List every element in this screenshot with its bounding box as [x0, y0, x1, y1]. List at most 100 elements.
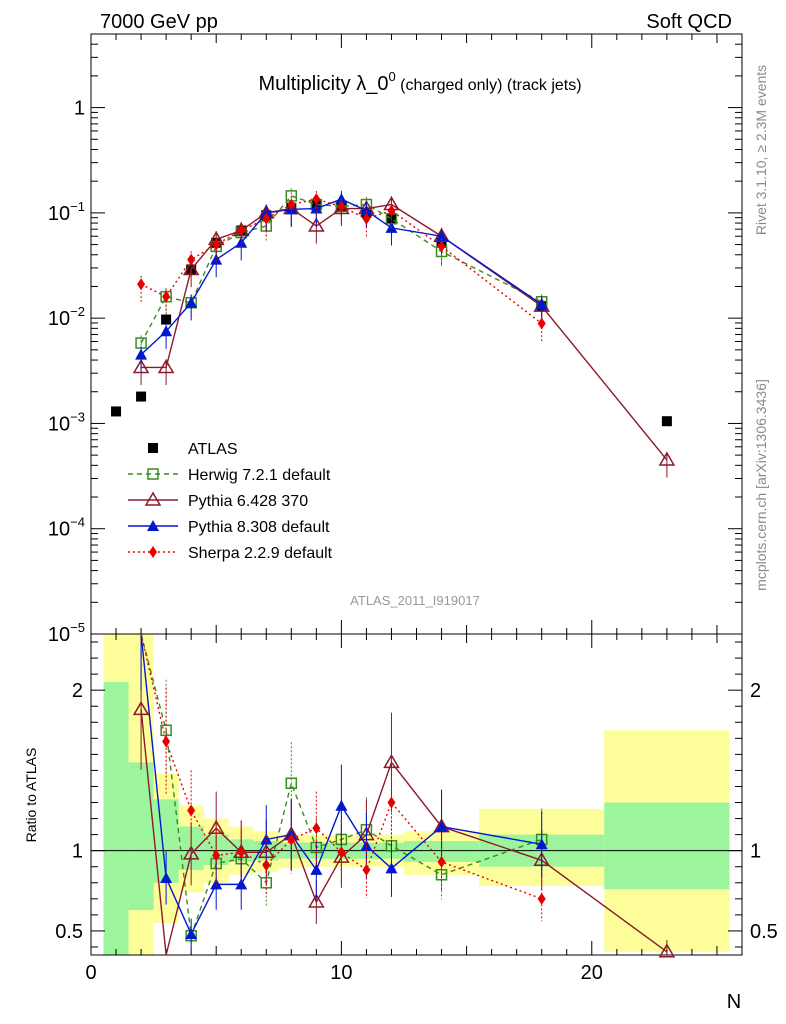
- legend-marker-herwig: [147, 468, 159, 480]
- ratio-band-inner: [604, 802, 730, 890]
- ratio-point-pythia8: [385, 862, 398, 874]
- point-sherpa: [187, 253, 196, 266]
- point-atlas: [661, 416, 672, 427]
- ratio-point-sherpa: [362, 863, 371, 876]
- point-sherpa: [137, 278, 146, 291]
- point-pythia6: [308, 217, 325, 232]
- mcplots-label: mcplots.cern.ch [arXiv:1306.3436]: [753, 379, 769, 591]
- x-axis-label: N: [727, 991, 741, 1013]
- rivet-label: Rivet 3.1.10, ≥ 2.3M events: [753, 65, 769, 235]
- point-pythia6: [132, 358, 150, 374]
- legend-marker-atlas: [148, 443, 158, 453]
- ratio-point-pythia8: [185, 928, 198, 940]
- point-pythia8: [160, 325, 173, 337]
- ratio-y-axis-label: Ratio to ATLAS: [23, 748, 39, 843]
- point-pythia8: [185, 296, 198, 308]
- ratio-point-sherpa: [237, 846, 246, 859]
- point-pythia8: [435, 230, 448, 242]
- header-category: Soft QCD: [646, 11, 732, 33]
- main-axis-ticks: 10−5 10−4 10−3 10−2 10−1 1: [48, 33, 743, 646]
- point-pythia8: [210, 253, 223, 265]
- ratio-point-pythia8: [160, 871, 173, 883]
- header-energy: 7000 GeV pp: [100, 11, 218, 33]
- ratio-point-sherpa: [337, 846, 346, 859]
- ratio-point-sherpa: [312, 822, 321, 835]
- main-series-layer: [111, 188, 676, 478]
- point-sherpa: [312, 193, 321, 206]
- y-tick-label: 1: [74, 98, 85, 120]
- point-atlas: [136, 391, 147, 402]
- ratio-band-inner: [128, 762, 154, 911]
- ratio-point-sherpa: [437, 855, 446, 868]
- point-pythia6: [157, 358, 175, 374]
- ratio-tick-label-right: 2: [750, 680, 761, 702]
- legend-marker-sherpa: [149, 546, 157, 558]
- point-pythia6: [658, 451, 676, 466]
- ratio-point-sherpa: [387, 796, 396, 809]
- x-tick-label: 10: [330, 962, 352, 984]
- y-tick-label: 10−1: [48, 199, 85, 225]
- legend: ATLAS Herwig 7.2.1 default Pythia 6.428 37…: [128, 441, 333, 562]
- point-pythia6: [182, 260, 200, 276]
- ratio-axis-ticks: 0 10 20 0.5 0.5 1 1 2 2: [55, 633, 778, 984]
- ratio-point-sherpa: [212, 849, 221, 862]
- point-atlas: [111, 406, 122, 417]
- point-sherpa: [362, 212, 371, 225]
- ratio-point-pythia8: [210, 878, 223, 890]
- point-sherpa: [337, 200, 346, 213]
- legend-marker-pythia8: [147, 520, 159, 531]
- y-tick-label: 10−5: [48, 620, 85, 646]
- x-tick-label: 0: [85, 962, 96, 984]
- y-tick-label: 10−3: [48, 409, 85, 435]
- legend-label-pythia6: Pythia 6.428 370: [188, 493, 308, 510]
- ratio-line-pythia6: [140, 709, 668, 956]
- main-panel: 10−5 10−4 10−3 10−2 10−1 1 Multiplicity λ_00 …: [48, 33, 743, 646]
- legend-label-pythia8: Pythia 8.308 default: [188, 519, 330, 536]
- ratio-point-herwig: [285, 777, 298, 790]
- ratio-point-pythia6: [658, 943, 676, 958]
- legend-label-sherpa: Sherpa 2.2.9 default: [188, 545, 333, 562]
- point-sherpa: [287, 198, 296, 211]
- y-tick-label: 10−4: [48, 515, 85, 541]
- ratio-panel: 0 10 20 0.5 0.5 1 1 2 2 Ratio to ATLAS: [23, 633, 778, 984]
- point-pythia8: [135, 348, 148, 360]
- ratio-point-pythia6: [132, 700, 150, 716]
- point-pythia8: [360, 204, 373, 216]
- ratio-point-pythia8: [360, 839, 373, 851]
- ratio-point-pythia8: [535, 838, 548, 850]
- point-atlas: [161, 314, 172, 325]
- ratio-point-sherpa: [162, 735, 171, 748]
- ratio-tick-label: 2: [72, 680, 83, 702]
- legend-label-herwig: Herwig 7.2.1 default: [188, 467, 331, 484]
- point-sherpa: [237, 224, 246, 237]
- ratio-series-layer: [132, 633, 676, 958]
- ratio-point-pythia8: [335, 799, 348, 811]
- ratio-point-pythia6: [383, 753, 400, 769]
- point-sherpa: [387, 204, 396, 217]
- ratio-point-pythia8: [260, 833, 273, 845]
- point-sherpa: [537, 317, 546, 330]
- ratio-point-pythia6: [182, 845, 200, 860]
- ratio-point-pythia8: [310, 863, 323, 875]
- y-tick-label: 10−2: [48, 304, 85, 330]
- point-sherpa: [437, 240, 446, 253]
- main-plot-background: [90, 33, 743, 635]
- ratio-point-pythia8: [235, 878, 248, 890]
- ratio-point-pythia6: [308, 893, 325, 908]
- point-sherpa: [212, 238, 221, 251]
- chart-title: Multiplicity λ_00 (charged only) (track …: [258, 69, 581, 95]
- legend-marker-pythia6: [144, 491, 162, 506]
- x-tick-label: 20: [581, 962, 603, 984]
- analysis-id: ATLAS_2011_I919017: [350, 593, 480, 608]
- ratio-tick-label: 1: [72, 841, 83, 863]
- ratio-tick-label-right: 0.5: [750, 921, 778, 943]
- series-line-pythia6: [141, 203, 668, 461]
- ratio-band-inner: [103, 682, 129, 955]
- legend-label-atlas: ATLAS: [188, 441, 238, 458]
- ratio-point-sherpa: [262, 859, 271, 872]
- ratio-tick-label: 0.5: [55, 921, 83, 943]
- ratio-point-pythia8: [435, 820, 448, 832]
- ratio-point-sherpa: [187, 804, 196, 817]
- ratio-point-sherpa: [287, 833, 296, 846]
